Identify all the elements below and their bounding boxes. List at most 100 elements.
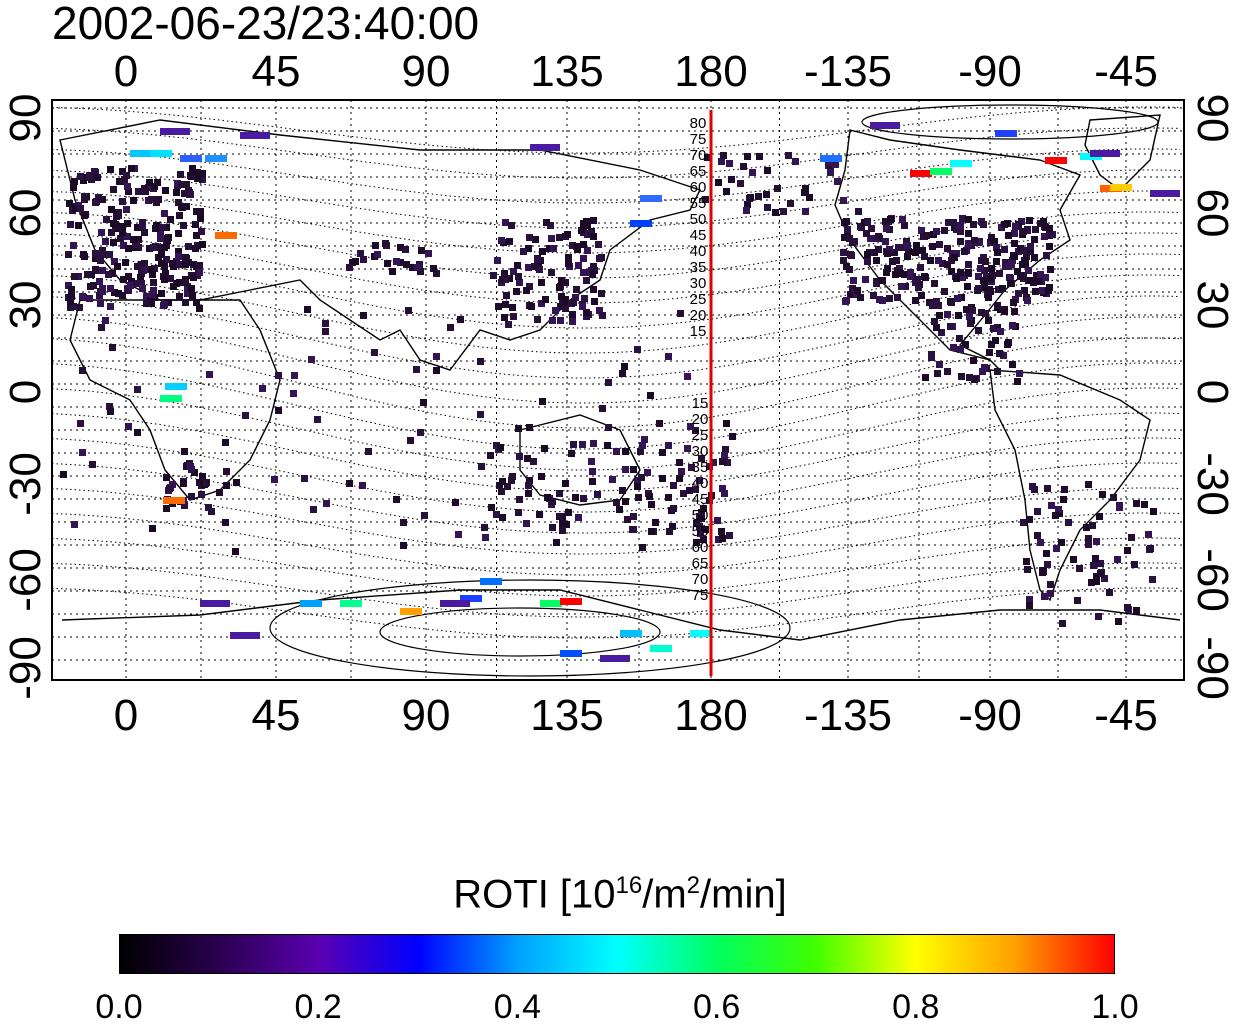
roti-cell xyxy=(134,224,141,231)
roti-cell xyxy=(1015,290,1022,297)
roti-cell xyxy=(915,284,922,291)
right-lat-label: 60 xyxy=(1188,189,1237,238)
axis-labels: 0 45 90 135 180 -135 -90 -450 45 90 135 180 -135 -90-… xyxy=(1,47,1237,740)
roti-cell xyxy=(393,258,400,265)
roti-cell xyxy=(714,517,721,524)
roti-cell xyxy=(173,189,180,196)
roti-cell xyxy=(580,495,587,502)
roti-cell xyxy=(478,463,485,470)
roti-cell xyxy=(678,468,685,475)
roti-cell xyxy=(975,327,982,334)
roti-cell-mid xyxy=(1150,190,1180,197)
roti-cell xyxy=(120,242,127,249)
roti-cell xyxy=(271,476,278,483)
roti-cell xyxy=(520,248,527,255)
roti-cell xyxy=(907,269,914,276)
roti-cell xyxy=(188,493,195,500)
roti-cell xyxy=(698,509,705,516)
roti-cell xyxy=(917,264,924,271)
roti-cell xyxy=(487,452,494,459)
roti-cell xyxy=(580,241,587,248)
roti-cell xyxy=(613,499,620,506)
roti-cell xyxy=(539,398,546,405)
roti-cell xyxy=(125,423,132,430)
roti-cell xyxy=(482,534,489,541)
roti-cell xyxy=(897,270,904,277)
roti-cell xyxy=(417,429,424,436)
roti-cell xyxy=(944,368,951,375)
roti-cell xyxy=(544,494,551,501)
roti-cell xyxy=(957,222,964,229)
roti-cell xyxy=(996,270,1003,277)
roti-cell xyxy=(322,328,329,335)
roti-cell xyxy=(1092,555,1099,562)
roti-cell xyxy=(232,548,239,555)
roti-cell xyxy=(966,374,973,381)
roti-cell xyxy=(323,500,330,507)
roti-cell xyxy=(987,275,994,282)
roti-cell xyxy=(1114,556,1121,563)
north-contour-label: 80 xyxy=(690,115,707,132)
roti-cell xyxy=(575,262,582,269)
roti-cell xyxy=(113,213,120,220)
roti-cell xyxy=(652,519,659,526)
roti-cell xyxy=(175,199,182,206)
roti-cell xyxy=(1041,233,1048,240)
roti-cell xyxy=(185,187,192,194)
roti-cell xyxy=(494,257,501,264)
roti-cell xyxy=(676,459,683,466)
roti-cell xyxy=(698,515,705,522)
roti-cell xyxy=(934,370,941,377)
roti-cell xyxy=(1005,339,1012,346)
roti-cell xyxy=(840,257,847,264)
top-lon-label: 90 xyxy=(402,47,451,96)
roti-cell xyxy=(965,240,972,247)
roti-cell xyxy=(1024,297,1031,304)
roti-cell xyxy=(134,386,141,393)
roti-cell xyxy=(599,312,606,319)
roti-cell xyxy=(526,424,533,431)
roti-cell xyxy=(944,311,951,318)
roti-cell xyxy=(192,221,199,228)
roti-cell xyxy=(196,269,203,276)
roti-cell xyxy=(596,307,603,314)
south-contour-label: 40 xyxy=(692,475,709,492)
roti-cell xyxy=(133,241,140,248)
roti-cell xyxy=(81,174,88,181)
roti-cell xyxy=(666,528,673,535)
roti-cell xyxy=(176,293,183,300)
roti-cell xyxy=(1027,248,1034,255)
roti-cell-mid xyxy=(870,122,900,129)
roti-cell xyxy=(684,445,691,452)
roti-cell xyxy=(1049,231,1056,238)
roti-cell xyxy=(1065,519,1072,526)
roti-cell xyxy=(985,294,992,301)
roti-cell xyxy=(433,367,440,374)
roti-cell xyxy=(928,354,935,361)
roti-cell xyxy=(864,258,871,265)
roti-cell xyxy=(565,254,572,261)
roti-cell xyxy=(912,297,919,304)
roti-cell-high xyxy=(995,130,1017,137)
roti-cell xyxy=(1034,532,1041,539)
roti-cell xyxy=(549,317,556,324)
roti-cell xyxy=(562,279,569,286)
roti-cell xyxy=(873,257,880,264)
roti-cell xyxy=(194,169,201,176)
roti-cell xyxy=(904,253,911,260)
roti-cell xyxy=(157,231,164,238)
roti-cell xyxy=(578,227,585,234)
roti-cell xyxy=(947,323,954,330)
roti-cell xyxy=(933,324,940,331)
roti-cell xyxy=(1047,590,1054,597)
roti-cell xyxy=(956,335,963,342)
roti-cell xyxy=(1007,280,1014,287)
roti-cell xyxy=(963,306,970,313)
roti-cell xyxy=(546,245,553,252)
roti-cell xyxy=(883,220,890,227)
roti-cell xyxy=(646,493,653,500)
roti-cell xyxy=(565,509,572,516)
roti-cell xyxy=(969,307,976,314)
roti-cell xyxy=(508,222,515,229)
roti-cell xyxy=(124,233,131,240)
